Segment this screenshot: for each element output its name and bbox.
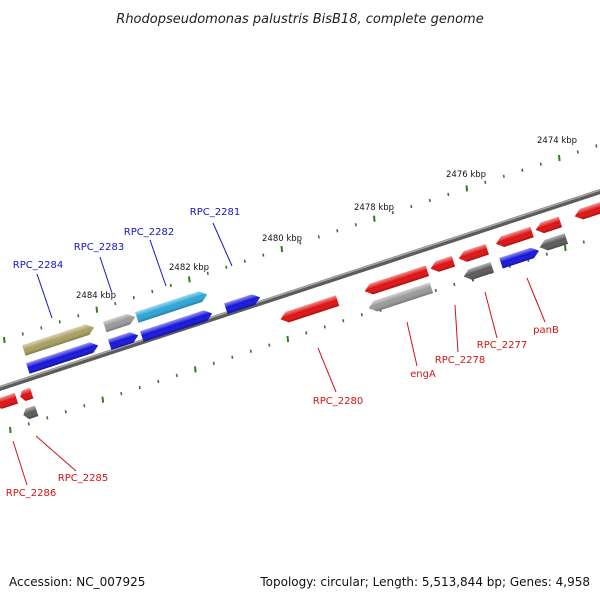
gene-label-rpc-2286[interactable]: RPC_2286 bbox=[6, 488, 56, 499]
gene-labels: RPC_2281 RPC_2282 RPC_2283 RPC_2284 RPC_… bbox=[6, 207, 559, 499]
gene-label-enga[interactable]: engA bbox=[410, 369, 436, 380]
gene-rpc-2285-b[interactable] bbox=[22, 405, 39, 421]
gene-label-rpc-2281[interactable]: RPC_2281 bbox=[190, 207, 240, 218]
tick-row-upper bbox=[3, 144, 598, 344]
gene-rpc-2281[interactable] bbox=[224, 292, 262, 314]
gene-panb-b[interactable] bbox=[499, 246, 540, 269]
gene-label-rpc-2280[interactable]: RPC_2280 bbox=[313, 396, 363, 407]
gene-rpc-2280[interactable] bbox=[279, 295, 340, 324]
gene-rpc-2278[interactable] bbox=[429, 256, 456, 274]
kbp-label-2474: 2474 kbp bbox=[537, 136, 577, 146]
kbp-label-2476: 2476 kbp bbox=[446, 170, 486, 180]
gene-features bbox=[0, 202, 600, 420]
gene-rpc-2277[interactable] bbox=[457, 244, 489, 264]
gene-rpc-2286[interactable] bbox=[0, 393, 19, 411]
gene-enga[interactable] bbox=[363, 265, 430, 296]
gene-label-rpc-2277[interactable]: RPC_2277 bbox=[477, 340, 527, 351]
gene-label-rpc-2285[interactable]: RPC_2285 bbox=[58, 473, 108, 484]
gene-rpc-2285[interactable] bbox=[19, 387, 34, 402]
gene-panb-c[interactable] bbox=[538, 233, 569, 252]
gene-rpc-2282[interactable] bbox=[135, 289, 209, 323]
kbp-labels: 2474 kbp 2476 kbp 2478 kbp 2480 kbp 2482… bbox=[76, 136, 577, 301]
kbp-label-2478: 2478 kbp bbox=[354, 203, 394, 213]
kbp-label-2480: 2480 kbp bbox=[262, 234, 302, 244]
genome-summary-text: Topology: circular; Length: 5,513,844 bp… bbox=[259, 575, 590, 589]
gene-rpc-2283[interactable] bbox=[103, 312, 137, 333]
kbp-label-2484: 2484 kbp bbox=[76, 291, 116, 301]
gene-enga-b[interactable] bbox=[367, 282, 434, 313]
leader-lines bbox=[12, 222, 546, 486]
map-title: Rhodopseudomonas palustris BisB18, compl… bbox=[116, 12, 483, 27]
gene-label-rpc-2282[interactable]: RPC_2282 bbox=[124, 227, 174, 238]
kbp-label-2482: 2482 kbp bbox=[169, 263, 209, 273]
accession-text: Accession: NC_007925 bbox=[9, 575, 145, 589]
gene-panb[interactable] bbox=[494, 226, 534, 249]
gene-label-panb[interactable]: panB bbox=[533, 325, 559, 336]
gene-rpc-2284-b[interactable] bbox=[26, 340, 100, 374]
gene-label-rpc-2283[interactable]: RPC_2283 bbox=[74, 242, 124, 253]
gene-2276[interactable] bbox=[534, 216, 563, 236]
gene-rpc-2284[interactable] bbox=[22, 322, 96, 356]
gene-rpc-2277-b[interactable] bbox=[462, 262, 494, 282]
genome-backbone bbox=[0, 189, 600, 391]
gene-2275[interactable] bbox=[573, 202, 600, 221]
gene-rpc-2283-b[interactable] bbox=[108, 330, 140, 350]
gene-rpc-2282-b[interactable] bbox=[140, 308, 214, 342]
gene-label-rpc-2284[interactable]: RPC_2284 bbox=[13, 260, 63, 271]
tick-row-lower bbox=[9, 240, 585, 434]
gene-label-rpc-2278[interactable]: RPC_2278 bbox=[435, 355, 485, 366]
